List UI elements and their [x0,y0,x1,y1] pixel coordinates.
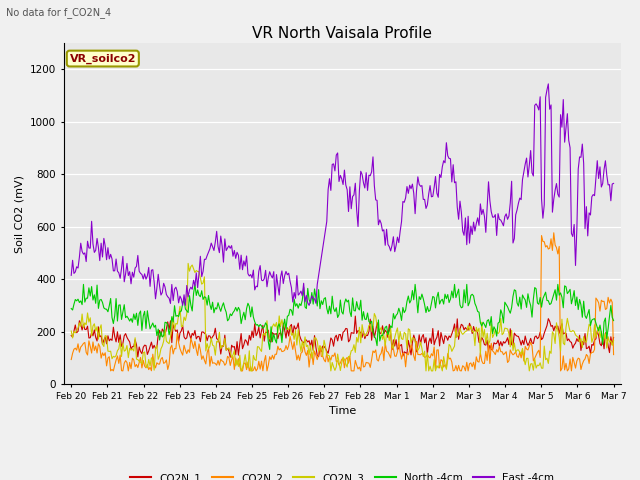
X-axis label: Time: Time [329,406,356,416]
Title: VR North Vaisala Profile: VR North Vaisala Profile [252,25,433,41]
Text: No data for f_CO2N_4: No data for f_CO2N_4 [6,7,111,18]
Legend: CO2N_1, CO2N_2, CO2N_3, North -4cm, East -4cm: CO2N_1, CO2N_2, CO2N_3, North -4cm, East… [126,468,559,480]
Y-axis label: Soil CO2 (mV): Soil CO2 (mV) [15,175,24,252]
Text: VR_soilco2: VR_soilco2 [70,53,136,64]
